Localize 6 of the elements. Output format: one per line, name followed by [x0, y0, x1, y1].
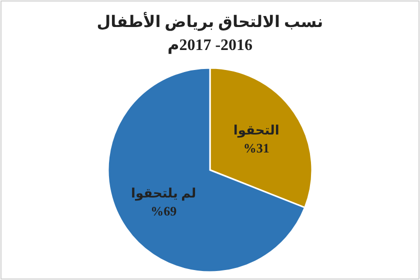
chart-subtitle: 2016- 2017م — [167, 37, 253, 54]
data-label: %31 — [243, 140, 270, 156]
slice-label: التحقوا — [233, 122, 280, 138]
data-label: %69 — [150, 204, 178, 219]
chart-title: نسب الالتحاق برياض الأطفال — [96, 11, 324, 31]
slice-label: لم يلتحقوا — [131, 186, 196, 202]
